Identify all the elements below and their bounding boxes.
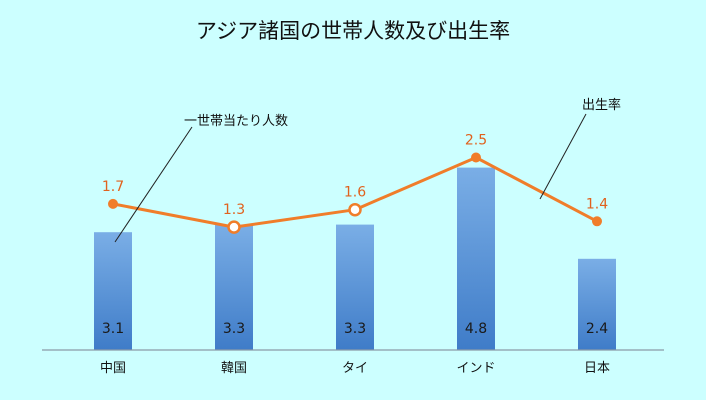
line-point [348, 202, 362, 217]
bar-value-label: 3.3 [223, 321, 245, 337]
line-series-layer: 1.7 1.3 1.6 2.5 1.4 [102, 133, 608, 234]
bar-value-label: 3.3 [344, 321, 366, 337]
category-label: 中国 [100, 361, 126, 376]
callout-label-line-series: 出生率 [582, 97, 621, 113]
bar-韓国 [215, 224, 253, 350]
bar-value-label: 3.1 [102, 321, 124, 337]
line-point [227, 220, 241, 234]
line-point [471, 152, 481, 163]
bar-value-label: 2.4 [586, 321, 608, 337]
line-value-label: 1.6 [344, 185, 366, 201]
callout-label-bar-series: 一世帯当たり人数 [184, 114, 288, 129]
line-value-label: 1.3 [223, 202, 245, 218]
bar-中国 [94, 232, 132, 350]
category-label: 日本 [584, 361, 610, 376]
category-label: 韓国 [221, 361, 247, 376]
category-labels: 中国 韓国 タイ インド 日本 [100, 361, 610, 376]
callout-line-bar [114, 126, 193, 243]
callout-layer: 一世帯当たり人数 出生率 [114, 97, 621, 243]
bar-インド [457, 167, 495, 350]
chart-title: アジア諸国の世帯人数及び出生率 [196, 19, 510, 43]
bar-タイ [336, 224, 374, 350]
category-label: タイ [342, 361, 368, 376]
category-label: インド [456, 361, 495, 376]
line-value-label: 1.4 [586, 196, 608, 212]
line-point [592, 216, 602, 227]
line-point [108, 198, 118, 209]
bars-layer: 3.1 3.3 3.3 4.8 2.4 [94, 167, 616, 350]
bar-日本 [578, 258, 616, 350]
line-value-label: 2.5 [465, 133, 487, 149]
line-value-label: 1.7 [102, 179, 124, 195]
bar-value-label: 4.8 [465, 321, 487, 337]
callout-line-line [539, 113, 587, 200]
